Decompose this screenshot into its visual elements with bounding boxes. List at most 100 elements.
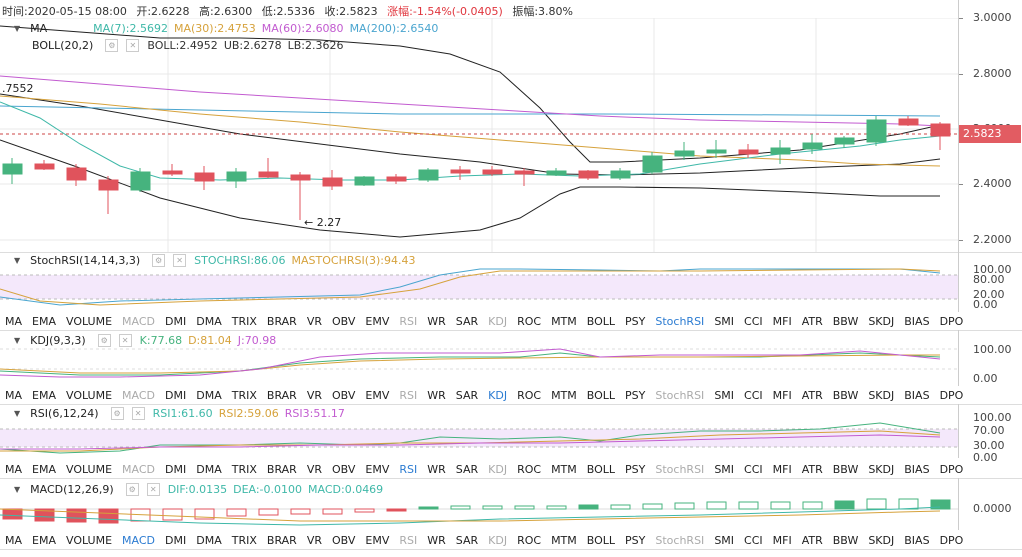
indicator-tab-kdj[interactable]: KDJ [488, 462, 508, 476]
indicator-tab-volume[interactable]: VOLUME [65, 314, 113, 328]
indicator-tab-wr[interactable]: WR [427, 533, 446, 547]
main-price-chart[interactable]: ← 2.27 .7552 [0, 18, 958, 252]
indicator-tab-trix[interactable]: TRIX [231, 314, 257, 328]
indicator-tab-dmi[interactable]: DMI [165, 462, 187, 476]
settings-icon[interactable]: ⚙ [105, 39, 119, 52]
collapse-toggle-icon[interactable]: ▼ [14, 336, 21, 345]
close-icon[interactable]: ✕ [146, 483, 160, 496]
rsi-chart[interactable] [0, 405, 958, 457]
indicator-tab-rsi[interactable]: RSI [399, 314, 418, 328]
indicator-tab-skdj[interactable]: SKDJ [868, 462, 895, 476]
indicator-tab-volume[interactable]: VOLUME [65, 533, 113, 547]
indicator-tab-roc[interactable]: ROC [517, 314, 542, 328]
indicator-tab-mtm[interactable]: MTM [551, 388, 577, 402]
indicator-tab-trix[interactable]: TRIX [231, 388, 257, 402]
indicator-tab-mfi[interactable]: MFI [772, 314, 792, 328]
indicator-tab-obv[interactable]: OBV [332, 314, 356, 328]
collapse-toggle-icon[interactable]: ▼ [14, 24, 21, 33]
kdj-chart[interactable] [0, 331, 958, 385]
indicator-tab-emv[interactable]: EMV [365, 533, 390, 547]
indicator-tab-mfi[interactable]: MFI [772, 462, 792, 476]
indicator-tab-stochrsi[interactable]: StochRSI [655, 533, 705, 547]
indicator-tab-emv[interactable]: EMV [365, 314, 390, 328]
indicator-tab-roc[interactable]: ROC [517, 462, 542, 476]
indicator-tab-skdj[interactable]: SKDJ [868, 533, 895, 547]
indicator-tab-boll[interactable]: BOLL [586, 388, 616, 402]
settings-icon[interactable]: ⚙ [125, 483, 139, 496]
indicator-tab-mtm[interactable]: MTM [551, 462, 577, 476]
indicator-tab-dma[interactable]: DMA [196, 533, 222, 547]
indicator-tab-brar[interactable]: BRAR [266, 462, 297, 476]
indicator-tab-vr[interactable]: VR [306, 462, 322, 476]
indicator-tab-rsi[interactable]: RSI [399, 388, 418, 402]
indicator-tab-ema[interactable]: EMA [32, 533, 56, 547]
indicator-tab-trix[interactable]: TRIX [231, 533, 257, 547]
settings-icon[interactable]: ⚙ [97, 334, 111, 347]
close-icon[interactable]: ✕ [173, 254, 187, 267]
indicator-tab-cci[interactable]: CCI [744, 462, 763, 476]
indicator-tab-obv[interactable]: OBV [332, 533, 356, 547]
indicator-tab-sar[interactable]: SAR [455, 314, 479, 328]
indicator-tab-macd[interactable]: MACD [122, 462, 156, 476]
collapse-toggle-icon[interactable]: ▼ [14, 256, 21, 265]
collapse-toggle-icon[interactable]: ▼ [14, 485, 21, 494]
indicator-tab-emv[interactable]: EMV [365, 462, 390, 476]
indicator-tab-bbw[interactable]: BBW [832, 388, 859, 402]
indicator-tab-bbw[interactable]: BBW [832, 314, 859, 328]
indicator-tab-mfi[interactable]: MFI [772, 533, 792, 547]
indicator-tab-smi[interactable]: SMI [714, 314, 735, 328]
macd-chart[interactable] [0, 479, 958, 529]
indicator-tab-vr[interactable]: VR [306, 388, 322, 402]
indicator-tab-atr[interactable]: ATR [801, 314, 823, 328]
collapse-toggle-icon[interactable]: ▼ [14, 409, 21, 418]
indicator-tab-mtm[interactable]: MTM [551, 533, 577, 547]
indicator-tab-emv[interactable]: EMV [365, 388, 390, 402]
indicator-tab-dpo[interactable]: DPO [939, 533, 964, 547]
indicator-tab-ma[interactable]: MA [5, 533, 23, 547]
indicator-tab-vr[interactable]: VR [306, 533, 322, 547]
indicator-tab-dpo[interactable]: DPO [939, 314, 964, 328]
indicator-tab-kdj[interactable]: KDJ [488, 533, 508, 547]
indicator-tab-ma[interactable]: MA [5, 388, 23, 402]
indicator-tab-dmi[interactable]: DMI [165, 388, 187, 402]
indicator-tab-boll[interactable]: BOLL [586, 533, 616, 547]
indicator-tab-mfi[interactable]: MFI [772, 388, 792, 402]
indicator-tab-macd[interactable]: MACD [122, 388, 156, 402]
indicator-tab-dma[interactable]: DMA [196, 388, 222, 402]
indicator-tab-ema[interactable]: EMA [32, 388, 56, 402]
indicator-tab-sar[interactable]: SAR [455, 388, 479, 402]
indicator-tab-atr[interactable]: ATR [801, 533, 823, 547]
indicator-tab-bias[interactable]: BIAS [904, 314, 930, 328]
indicator-tab-stochrsi[interactable]: StochRSI [655, 314, 705, 328]
indicator-tab-atr[interactable]: ATR [801, 462, 823, 476]
indicator-tab-ma[interactable]: MA [5, 314, 23, 328]
indicator-tab-trix[interactable]: TRIX [231, 462, 257, 476]
close-icon[interactable]: ✕ [118, 334, 132, 347]
indicator-tab-brar[interactable]: BRAR [266, 314, 297, 328]
indicator-tab-roc[interactable]: ROC [517, 533, 542, 547]
indicator-tab-dmi[interactable]: DMI [165, 533, 187, 547]
indicator-tab-rsi[interactable]: RSI [399, 462, 418, 476]
indicator-tab-skdj[interactable]: SKDJ [868, 388, 895, 402]
indicator-tab-dpo[interactable]: DPO [939, 462, 964, 476]
indicator-tab-skdj[interactable]: SKDJ [868, 314, 895, 328]
indicator-tab-kdj[interactable]: KDJ [488, 314, 508, 328]
indicator-tab-sar[interactable]: SAR [455, 462, 479, 476]
indicator-tab-wr[interactable]: WR [427, 462, 446, 476]
indicator-tab-cci[interactable]: CCI [744, 388, 763, 402]
indicator-tab-bbw[interactable]: BBW [832, 462, 859, 476]
indicator-tab-bias[interactable]: BIAS [904, 388, 930, 402]
indicator-tab-dma[interactable]: DMA [196, 462, 222, 476]
indicator-tab-smi[interactable]: SMI [714, 388, 735, 402]
indicator-tab-brar[interactable]: BRAR [266, 388, 297, 402]
indicator-tab-brar[interactable]: BRAR [266, 533, 297, 547]
indicator-tab-stochrsi[interactable]: StochRSI [655, 388, 705, 402]
indicator-tab-mtm[interactable]: MTM [551, 314, 577, 328]
indicator-tab-obv[interactable]: OBV [332, 388, 356, 402]
indicator-tab-bias[interactable]: BIAS [904, 462, 930, 476]
indicator-tab-bbw[interactable]: BBW [832, 533, 859, 547]
indicator-tab-smi[interactable]: SMI [714, 533, 735, 547]
indicator-tab-bias[interactable]: BIAS [904, 533, 930, 547]
settings-icon[interactable]: ⚙ [152, 254, 166, 267]
indicator-tab-dmi[interactable]: DMI [165, 314, 187, 328]
